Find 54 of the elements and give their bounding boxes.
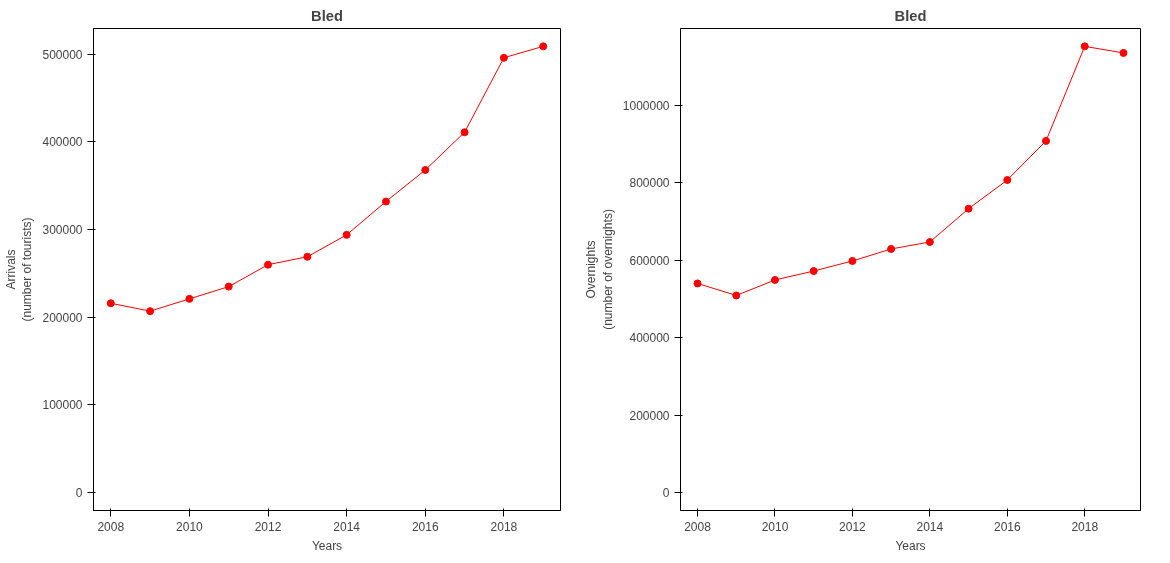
x-tick-label: 2012: [254, 519, 282, 534]
x-tick-label: 2010: [176, 519, 204, 534]
x-tick-label: 2008: [684, 519, 712, 534]
point: [732, 291, 741, 300]
x-axis-title: Years: [311, 538, 343, 553]
y-tick-label: 400000: [42, 135, 83, 150]
point: [303, 252, 312, 261]
point: [848, 256, 857, 265]
point: [224, 282, 233, 291]
point: [342, 230, 351, 239]
y-axis-title: Overnights (number of overnights): [583, 209, 615, 330]
point: [264, 260, 273, 269]
y-axis-title: Arrivals (number of tourists): [3, 217, 35, 322]
y-tick-label: 200000: [629, 408, 670, 423]
point: [1119, 48, 1128, 57]
y-tick-label: 500000: [42, 47, 83, 62]
x-tick-label: 2014: [916, 519, 944, 534]
chart-title: Bled: [894, 7, 927, 24]
point: [539, 42, 548, 51]
point: [770, 275, 779, 284]
y-tick-label: 0: [75, 486, 83, 501]
point: [185, 294, 194, 303]
point: [964, 204, 973, 213]
x-tick-label: 2018: [490, 519, 518, 534]
point: [421, 165, 430, 174]
point: [146, 307, 155, 316]
point: [460, 128, 469, 137]
y-tick-label: 800000: [629, 176, 670, 191]
point: [1042, 136, 1051, 145]
point: [381, 197, 390, 206]
x-tick-label: 2018: [1071, 519, 1099, 534]
y-tick-label: 0: [662, 486, 670, 501]
x-tick-label: 2008: [97, 519, 125, 534]
y-tick-label: 300000: [42, 223, 83, 238]
x-tick-label: 2012: [839, 519, 867, 534]
x-tick-label: 2014: [333, 519, 361, 534]
point: [925, 238, 934, 246]
point: [1080, 42, 1089, 51]
point: [693, 279, 702, 288]
point: [1003, 176, 1012, 184]
chart-title: Bled: [311, 7, 343, 24]
y-tick-label: 100000: [42, 398, 83, 413]
point: [499, 53, 508, 62]
y-tick-label: 200000: [42, 310, 83, 325]
x-tick-label: 2010: [761, 519, 789, 534]
x-tick-label: 2016: [411, 519, 439, 534]
y-tick-label: 600000: [629, 253, 670, 268]
y-tick-label: 400000: [629, 331, 670, 346]
point: [809, 267, 818, 276]
point: [887, 244, 896, 253]
x-axis-title: Years: [895, 538, 926, 553]
x-tick-label: 2016: [993, 519, 1021, 534]
y-tick-label: 1000000: [622, 98, 670, 113]
point: [106, 299, 115, 308]
